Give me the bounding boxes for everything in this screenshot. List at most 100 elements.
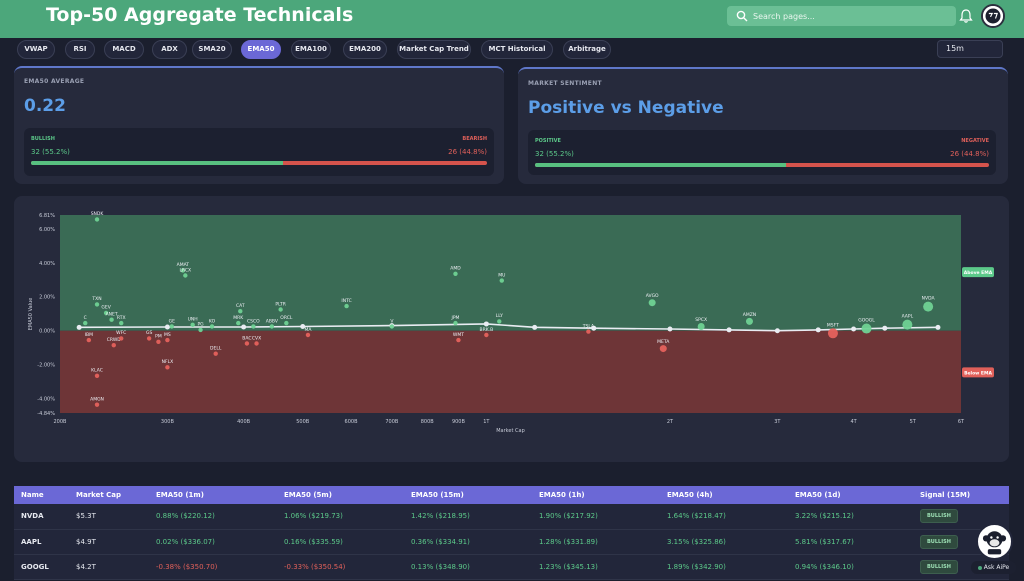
- y-tick-label: 0.00%: [39, 329, 55, 335]
- sentiment-value: Positive vs Negative: [528, 98, 724, 118]
- tab-market-cap-trend[interactable]: Market Cap Trend: [397, 40, 471, 59]
- ema-value-cell: -0.33% ($350.54): [277, 554, 404, 580]
- point-wmt: [456, 337, 461, 343]
- point-spcx: [697, 322, 705, 330]
- point-nflx: [165, 365, 170, 370]
- y-tick-label: 4.00%: [39, 261, 55, 267]
- point-ibm: [86, 337, 92, 343]
- point-label: WMT: [453, 332, 464, 338]
- ema-value-cell: 1.42% ($218.95): [404, 504, 532, 530]
- search-input[interactable]: [753, 8, 949, 24]
- point-ko: [209, 324, 215, 329]
- aipe-assistant-button[interactable]: [976, 523, 1013, 560]
- market-cap-cell: $5.3T: [69, 504, 149, 530]
- point-avgo: [648, 299, 656, 307]
- ema-value-cell: 0.94% ($346.10): [788, 554, 913, 580]
- point-label: LRCX: [180, 267, 192, 273]
- point-ma: [305, 332, 311, 338]
- tab-adx[interactable]: ADX: [152, 40, 187, 59]
- market-cap-cell: $4.9T: [69, 529, 149, 555]
- point-label: PG: [197, 322, 204, 328]
- trend-point: [300, 323, 306, 329]
- column-header[interactable]: EMA50 (5m): [277, 486, 404, 504]
- point-tsla: [586, 329, 591, 334]
- positive-bar-fill: [535, 163, 786, 167]
- x-tick-label: 4T: [850, 419, 857, 425]
- user-avatar[interactable]: [981, 4, 1005, 28]
- bearish-label: BEARISH: [462, 136, 487, 142]
- table-row[interactable]: GOOGL $4.2T -0.38% ($350.70) -0.33% ($350.5…: [14, 554, 1009, 580]
- point-aapl: [902, 319, 913, 330]
- point-pg: [198, 327, 203, 333]
- x-tick-label: 400B: [237, 419, 251, 425]
- point-c: [83, 320, 88, 326]
- above-ema-tag-label: Above EMA: [964, 270, 993, 276]
- point-label: WFC: [116, 330, 126, 336]
- column-header[interactable]: EMA50 (1m): [149, 486, 277, 504]
- ema50-card-label: EMA50 AVERAGE: [24, 78, 85, 85]
- search-box[interactable]: [727, 6, 956, 26]
- column-header[interactable]: EMA50 (15m): [404, 486, 532, 504]
- point-label: NVDA: [922, 296, 936, 302]
- x-tick-label: 200B: [54, 419, 68, 425]
- y-axis-label: EMA50 Value: [28, 298, 34, 331]
- tab-vwap[interactable]: VWAP: [17, 40, 55, 59]
- x-tick-label: 5T: [910, 419, 917, 425]
- point-label: GEV: [101, 305, 111, 311]
- point-mrk: [236, 320, 241, 326]
- ema50-average-value: 0.22: [24, 96, 66, 116]
- trend-point: [882, 325, 888, 331]
- x-axis-label: Market Cap: [496, 428, 525, 434]
- point-intc: [344, 303, 349, 309]
- column-header[interactable]: EMA50 (4h): [660, 486, 788, 504]
- point-label: KO: [209, 318, 216, 324]
- y-tick-label: -4.84%: [37, 411, 55, 417]
- column-header[interactable]: EMA50 (1h): [532, 486, 660, 504]
- tab-macd[interactable]: MACD: [104, 40, 144, 59]
- column-header[interactable]: Signal (15M): [913, 486, 1009, 504]
- tab-rsi[interactable]: RSI: [65, 40, 95, 59]
- positive-negative-panel: POSITIVE NEGATIVE 32 (55.2%) 26 (44.8%): [528, 130, 996, 175]
- tab-mct-historical[interactable]: MCT Historical: [481, 40, 553, 59]
- tab-ema200[interactable]: EMA200: [343, 40, 387, 59]
- point-label: AMGN: [90, 396, 104, 402]
- tab-arbitrage[interactable]: Arbitrage: [563, 40, 611, 59]
- trend-point: [483, 321, 489, 327]
- point-abbv: [269, 324, 275, 329]
- point-label: BAC: [242, 335, 251, 341]
- point-bac: [244, 341, 250, 346]
- point-ms: [165, 337, 170, 343]
- point-label: AMD: [450, 266, 461, 272]
- ticker-cell: AAPL: [14, 529, 69, 555]
- column-header[interactable]: Market Cap: [69, 486, 149, 504]
- table-row[interactable]: NVDA $5.3T 0.88% ($220.12) 1.06% ($219.73) 1…: [14, 504, 1009, 530]
- point-lly: [497, 319, 502, 324]
- tab-ema100[interactable]: EMA100: [291, 40, 331, 59]
- point-label: MU: [498, 272, 505, 278]
- ema-value-cell: 1.90% ($217.92): [532, 504, 660, 530]
- point-gs: [146, 336, 152, 341]
- trend-point: [591, 325, 597, 331]
- negative-label: NEGATIVE: [961, 138, 989, 144]
- notifications-bell-icon[interactable]: [958, 8, 974, 24]
- point-label: C: [84, 315, 87, 321]
- column-header[interactable]: Name: [14, 486, 69, 504]
- ema-value-cell: 0.88% ($220.12): [149, 504, 277, 530]
- above-ema-region: [60, 215, 961, 331]
- point-label: TSLA: [582, 323, 595, 329]
- point-wfc: [119, 336, 124, 341]
- column-header[interactable]: EMA50 (1d): [788, 486, 913, 504]
- point-label: CAT: [236, 303, 245, 309]
- bullish-bearish-bar: [31, 161, 487, 165]
- trend-point: [76, 324, 82, 330]
- timeframe-select[interactable]: 15m: [937, 40, 1003, 58]
- trend-point: [667, 326, 673, 332]
- tab-ema50[interactable]: EMA50: [241, 40, 281, 59]
- y-tick-label: -2.00%: [37, 363, 55, 369]
- ema-value-cell: 0.13% ($348.90): [404, 554, 532, 580]
- x-tick-label: 700B: [385, 419, 399, 425]
- point-pltr: [278, 307, 283, 312]
- table-row[interactable]: AAPL $4.9T 0.02% ($336.07) 0.16% ($335.59) 0…: [14, 529, 1009, 555]
- tab-sma20[interactable]: SMA20: [192, 40, 232, 59]
- ask-aipe-label[interactable]: Ask AiPe: [971, 561, 1016, 574]
